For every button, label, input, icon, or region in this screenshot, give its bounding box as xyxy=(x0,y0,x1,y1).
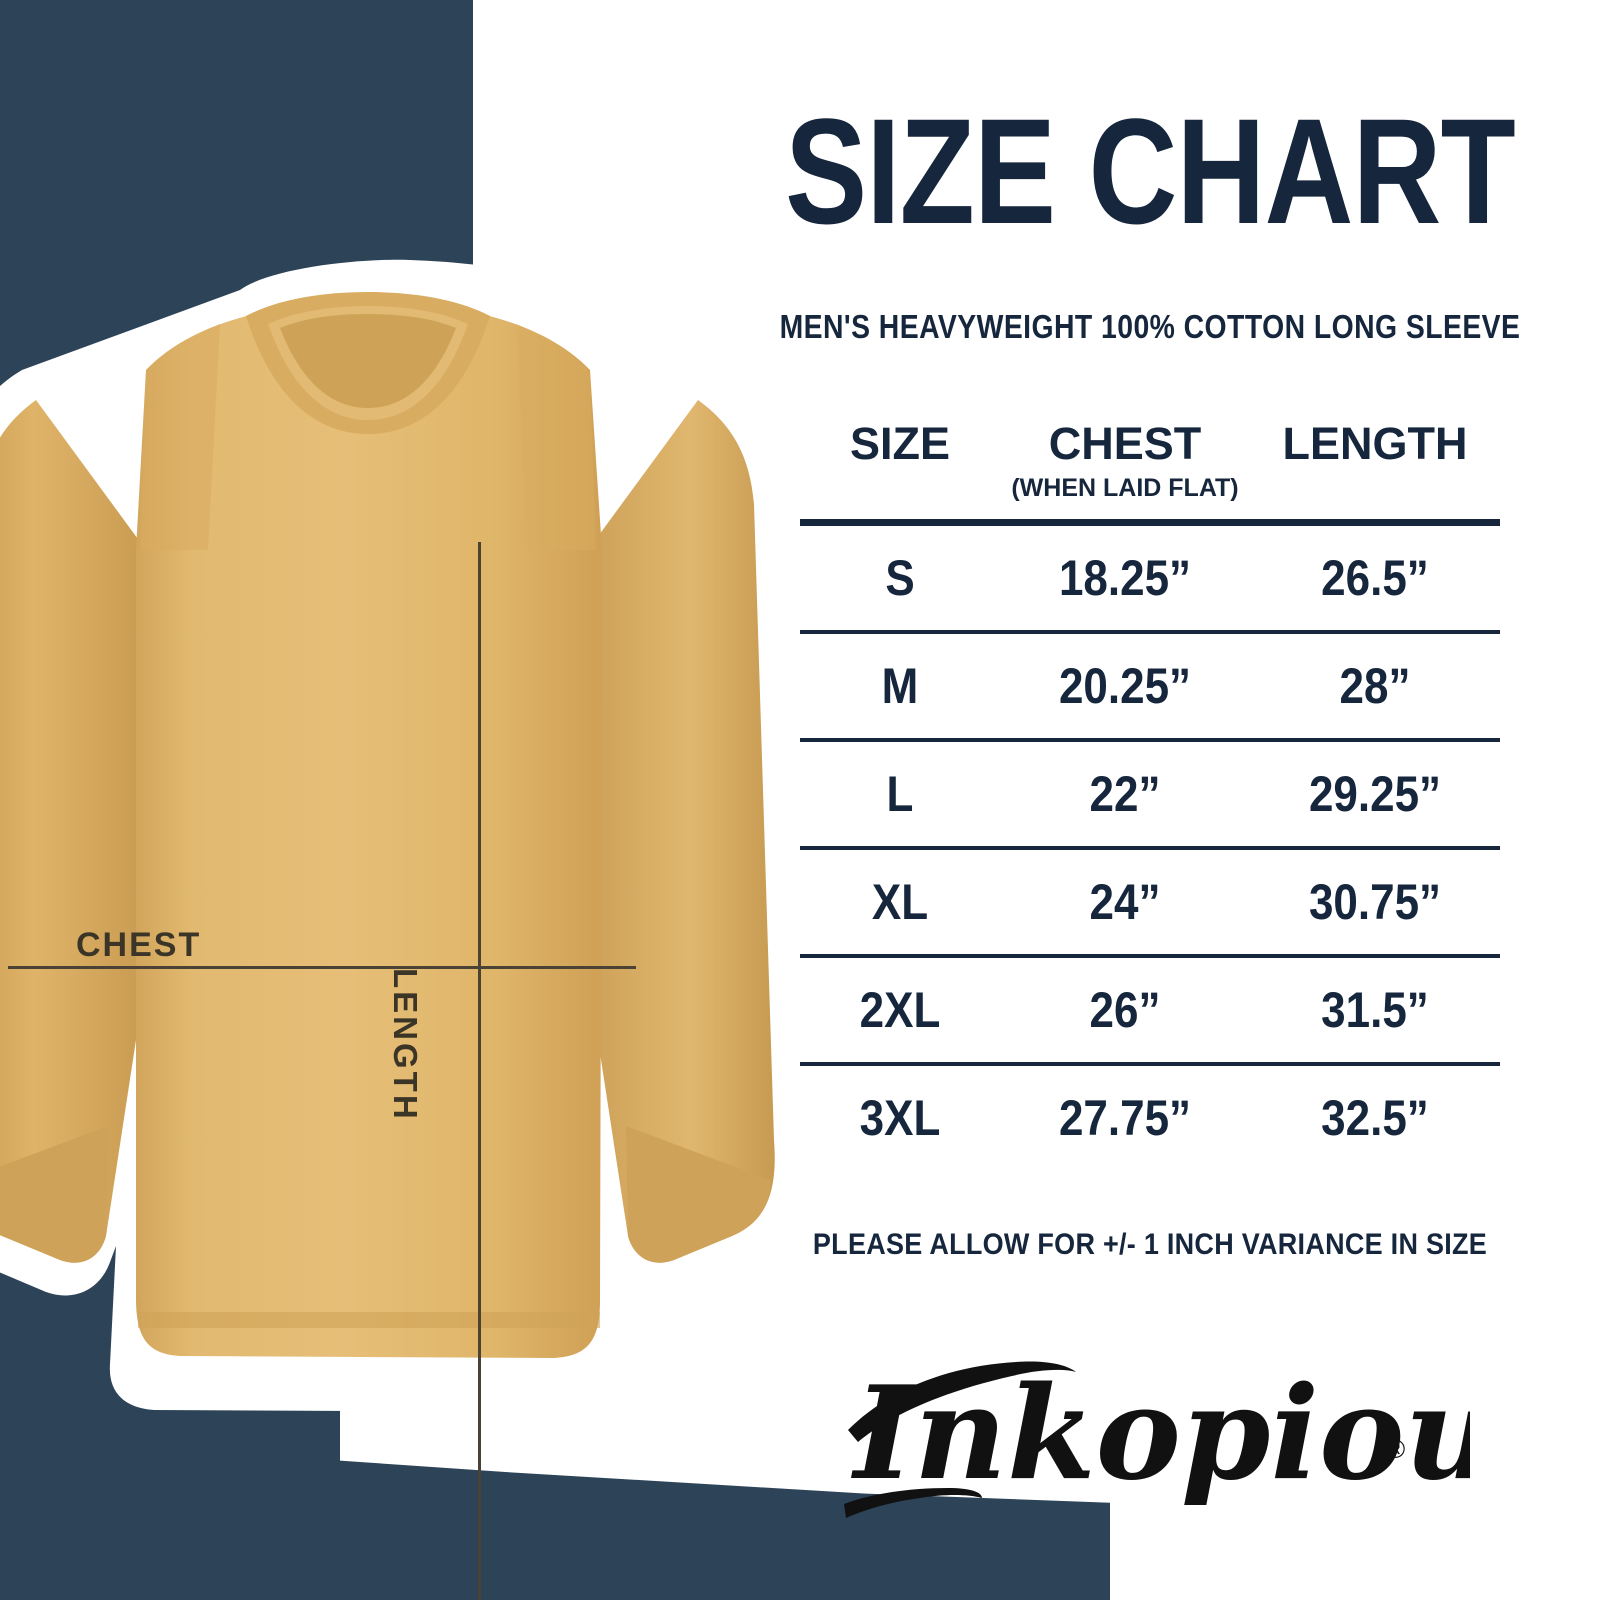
table-row-divider xyxy=(800,738,1500,742)
table-row-divider xyxy=(800,954,1500,958)
trademark-icon: ® xyxy=(1386,1434,1405,1464)
cell-length: 30.75” xyxy=(1308,874,1442,930)
logo-brush-underline xyxy=(844,1488,982,1518)
cell-chest: 27.75” xyxy=(1058,1090,1192,1146)
table-header-rule xyxy=(800,519,1500,526)
brand-logo: Inkopious ® xyxy=(830,1318,1470,1528)
table-row: 2XL 26” 31.5” xyxy=(800,958,1500,1062)
info-panel: SIZE CHART MEN'S HEAVYWEIGHT 100% COTTON… xyxy=(700,0,1600,1600)
column-header-chest-label: CHEST xyxy=(1048,418,1202,469)
table-row-divider xyxy=(800,630,1500,634)
column-header-chest: CHEST (WHEN LAID FLAT) xyxy=(1000,418,1250,503)
size-table: SIZE CHEST (WHEN LAID FLAT) LENGTH S 18.… xyxy=(800,418,1500,1170)
table-row: L 22” 29.25” xyxy=(800,742,1500,846)
column-header-chest-sublabel: (WHEN LAID FLAT) xyxy=(1011,474,1239,502)
brand-logo-text: Inkopious xyxy=(851,1359,1470,1509)
shirt-left-sleeve xyxy=(0,400,146,1263)
cell-chest: 26” xyxy=(1089,982,1161,1038)
cell-chest: 20.25” xyxy=(1058,658,1192,714)
cell-size: S xyxy=(885,550,915,606)
cell-length: 29.25” xyxy=(1308,766,1442,822)
length-measure-label: LENGTH xyxy=(387,968,424,1122)
cell-length: 26.5” xyxy=(1321,550,1429,606)
table-row: S 18.25” 26.5” xyxy=(800,526,1500,630)
cell-size: M xyxy=(881,658,919,714)
shirt-hem xyxy=(138,1312,600,1328)
table-row: M 20.25” 28” xyxy=(800,634,1500,738)
table-row: XL 24” 30.75” xyxy=(800,850,1500,954)
page-title: SIZE CHART xyxy=(785,87,1516,255)
table-row-divider xyxy=(800,1062,1500,1066)
navy-accent-top xyxy=(0,0,473,282)
variance-note: PLEASE ALLOW FOR +/- 1 INCH VARIANCE IN … xyxy=(812,1228,1488,1261)
table-row: 3XL 27.75” 32.5” xyxy=(800,1066,1500,1170)
cell-chest: 22” xyxy=(1089,766,1161,822)
length-measure-line xyxy=(478,542,481,1600)
cell-length: 28” xyxy=(1339,658,1411,714)
chest-measure-line xyxy=(8,966,636,969)
logo-brush-swash xyxy=(848,1361,1076,1442)
column-header-size: SIZE xyxy=(849,418,951,469)
table-header-row: SIZE CHEST (WHEN LAID FLAT) LENGTH xyxy=(800,418,1500,503)
brand-logo-svg: Inkopious ® xyxy=(844,1359,1470,1518)
shirt-body xyxy=(136,302,602,1358)
cell-length: 32.5” xyxy=(1321,1090,1429,1146)
shirt-right-sleeve xyxy=(588,400,775,1263)
shirt-shoulder-shade-left xyxy=(140,324,220,550)
cell-size: L xyxy=(886,766,914,822)
chest-measure-label: CHEST xyxy=(76,926,202,964)
table-row-divider xyxy=(800,846,1500,850)
shirt-neck-opening xyxy=(280,314,456,408)
cell-size: 2XL xyxy=(859,982,941,1038)
cell-size: XL xyxy=(871,874,929,930)
shirt-shoulder-shade-right xyxy=(516,324,596,550)
shirt-left-cuff xyxy=(0,1126,108,1263)
shirt-illustration: CHEST LENGTH xyxy=(0,250,840,1600)
column-header-length: LENGTH xyxy=(1282,418,1468,469)
cell-size: 3XL xyxy=(859,1090,941,1146)
cell-chest: 18.25” xyxy=(1058,550,1192,606)
cell-length: 31.5” xyxy=(1321,982,1429,1038)
cell-chest: 24” xyxy=(1089,874,1161,930)
page-subtitle: MEN'S HEAVYWEIGHT 100% COTTON LONG SLEEV… xyxy=(779,308,1521,345)
shirt-svg xyxy=(0,259,821,1413)
shirt-right-cuff xyxy=(626,1126,771,1263)
